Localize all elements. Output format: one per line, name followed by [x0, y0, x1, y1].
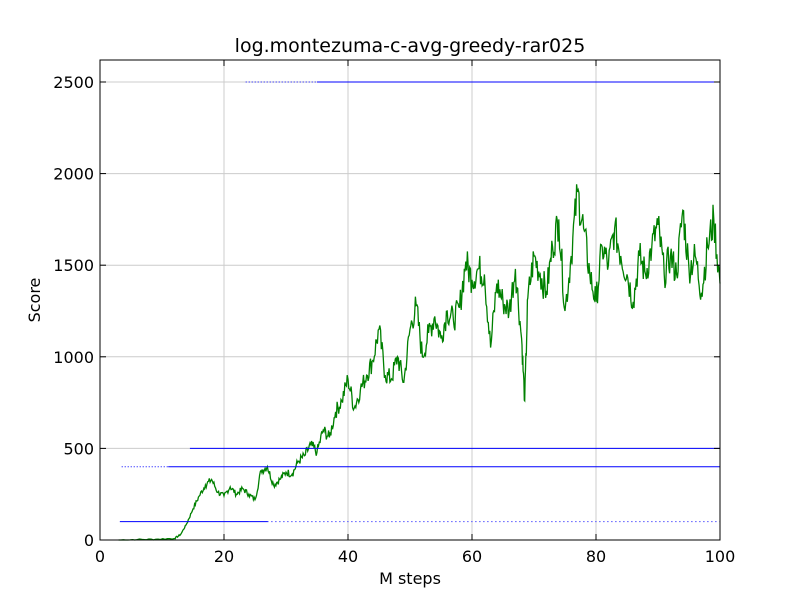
y-tick-label: 0 — [84, 531, 94, 550]
x-tick-label: 100 — [705, 547, 736, 566]
y-tick-label: 500 — [63, 439, 94, 458]
series-line-score — [118, 184, 721, 541]
y-tick-label: 1000 — [53, 348, 94, 367]
grid-layer — [100, 60, 720, 540]
x-axis-label: M steps — [379, 569, 441, 588]
plot-frame — [99, 59, 721, 541]
series-layer — [118, 81, 721, 541]
chart-title: log.montezuma-c-avg-greedy-rar025 — [235, 35, 586, 57]
x-tick-label: 80 — [586, 547, 606, 566]
x-tick-label: 20 — [214, 547, 234, 566]
x-tick-label: 40 — [338, 547, 358, 566]
y-axis-label: Score — [25, 278, 44, 323]
x-tick-label: 0 — [95, 547, 105, 566]
y-tick-label: 2500 — [53, 73, 94, 92]
x-tick-label: 60 — [462, 547, 482, 566]
y-tick-label: 2000 — [53, 165, 94, 184]
y-tick-label: 1500 — [53, 256, 94, 275]
